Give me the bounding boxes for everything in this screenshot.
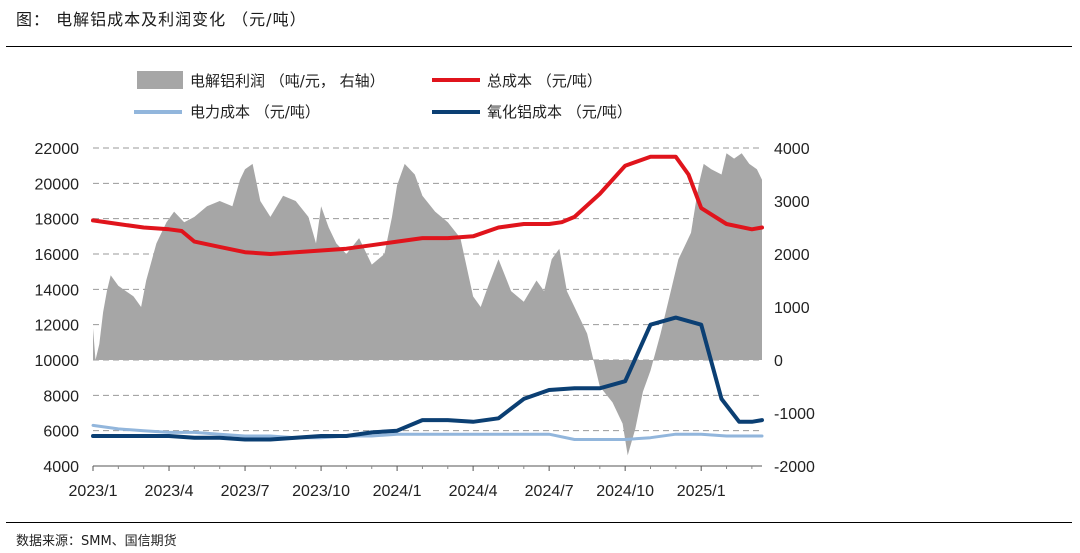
title-divider	[6, 46, 1072, 47]
x-tick-label: 2023/7	[221, 483, 270, 500]
legend-label-alumina-cost: 氧化铝成本 （元/吨）	[487, 103, 632, 121]
legend-label-total-cost: 总成本 （元/吨）	[487, 72, 602, 90]
footer-divider	[6, 522, 1072, 523]
legend-label-power-cost: 电力成本 （元/吨）	[190, 103, 320, 121]
x-tick-label: 2024/10	[596, 483, 654, 500]
axes: 2023/1 2023/4 2023/7 2023/10 2024/1 2024/4 202…	[35, 141, 816, 500]
profit-area-layer	[93, 153, 762, 456]
figure-title: 图： 电解铝成本及利润变化 （元/吨）	[16, 10, 307, 29]
left-axis-label: 18000	[35, 212, 80, 229]
legend-swatch-profit	[137, 71, 183, 89]
left-axis-label: 22000	[35, 141, 80, 158]
right-axis-label: -2000	[774, 459, 815, 476]
left-axis-label: 14000	[35, 282, 80, 299]
right-axis-label: 2000	[774, 247, 810, 264]
x-tick-label: 2025/1	[677, 483, 726, 500]
x-tick-label: 2024/4	[449, 483, 498, 500]
right-axis-label: 4000	[774, 141, 810, 158]
legend-label-profit: 电解铝利润 （吨/元， 右轴）	[190, 72, 385, 90]
x-tick-label: 2023/10	[292, 483, 350, 500]
left-axis-label: 16000	[35, 247, 80, 264]
left-axis-label: 6000	[43, 424, 79, 441]
cost-lines-layer	[91, 154, 764, 442]
alumina-cost-line	[91, 315, 764, 442]
profit-area	[93, 153, 762, 456]
data-source: 数据来源：SMM、国信期货	[16, 534, 177, 549]
x-tick-label: 2024/7	[525, 483, 574, 500]
x-tick-label: 2023/4	[145, 483, 194, 500]
right-axis-label: 3000	[774, 194, 810, 211]
left-axis-label: 20000	[35, 176, 80, 193]
right-axis-label: -1000	[774, 406, 815, 423]
left-axis-label: 12000	[35, 318, 80, 335]
left-axis-label: 10000	[35, 353, 80, 370]
x-tick-label: 2023/1	[69, 483, 118, 500]
x-tick-label: 2024/1	[373, 483, 422, 500]
chart-legend: 电解铝利润 （吨/元， 右轴） 总成本 （元/吨） 电力成本 （元/吨） 氧化铝…	[134, 71, 632, 121]
right-axis-label: 0	[774, 353, 783, 370]
left-axis-label: 8000	[43, 388, 79, 405]
total-cost-line	[91, 154, 764, 256]
power-cost-line	[91, 423, 764, 441]
right-axis-label: 1000	[774, 300, 810, 317]
left-axis-label: 4000	[43, 459, 79, 476]
